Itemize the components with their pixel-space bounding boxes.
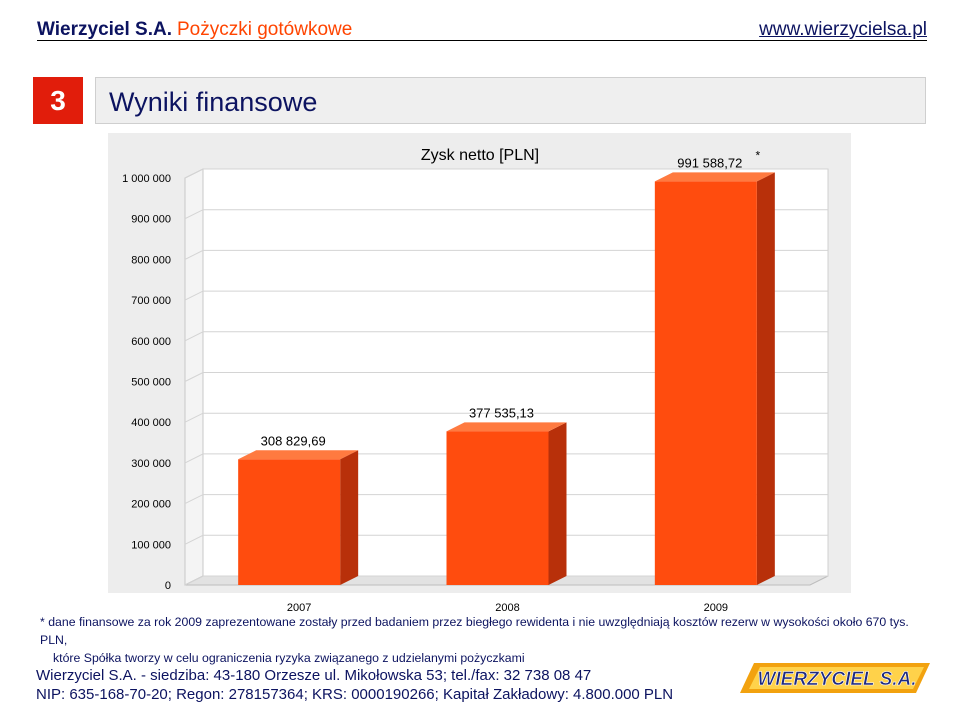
data-label: 991 588,72 (677, 155, 742, 170)
bar-side (548, 422, 567, 585)
y-tick-label: 400 000 (131, 417, 171, 429)
section-title-bar: Wyniki finansowe (95, 77, 926, 124)
bar-side (340, 450, 359, 585)
gridline (184, 453, 828, 464)
bar-side (756, 172, 775, 585)
y-tick-label: 900 000 (131, 214, 171, 226)
bar (238, 459, 341, 585)
bar (446, 431, 549, 585)
gridline (184, 249, 828, 260)
gridline (184, 534, 828, 545)
y-tick-label: 0 (165, 580, 171, 592)
company-logo: WIERZYCIEL S.A. (740, 663, 930, 693)
gridline (184, 494, 828, 505)
footnote-line-2: które Spółka tworzy w celu ograniczenia … (53, 651, 525, 665)
y-tick-label: 500 000 (131, 377, 171, 389)
gridline (184, 331, 828, 342)
data-label: 308 829,69 (261, 433, 326, 448)
y-tick-label: 800 000 (131, 254, 171, 266)
tagline: Pożyczki gotówkowe (177, 19, 353, 40)
section-title: Wyniki finansowe (109, 87, 318, 117)
gridline (184, 412, 828, 423)
bar (654, 181, 757, 585)
footnote: * dane finansowe za rok 2009 zaprezentow… (40, 613, 920, 667)
y-tick-label: 100 000 (131, 539, 171, 551)
chart-title: Zysk netto [PLN] (421, 147, 539, 164)
y-tick-label: 700 000 (131, 295, 171, 307)
brand-name: Wierzyciel S.A. (37, 19, 172, 40)
gridline (184, 290, 828, 301)
y-tick-label: 300 000 (131, 458, 171, 470)
section-number: 3 (33, 77, 83, 124)
bar-top (654, 172, 775, 182)
data-label: 377 535,13 (469, 405, 534, 420)
gridline (184, 575, 828, 586)
footnote-line-1: * dane finansowe za rok 2009 zaprezentow… (40, 615, 909, 647)
x-tick-label: 2007 (287, 602, 311, 614)
footer-address: Wierzyciel S.A. - siedziba: 43-180 Orzes… (36, 667, 592, 684)
y-tick-label: 600 000 (131, 336, 171, 348)
x-tick-label: 2009 (704, 602, 728, 614)
gridline (184, 168, 828, 179)
footer-registration: NIP: 635-168-70-20; Regon: 278157364; KR… (36, 686, 674, 703)
data-label-asterisk: * (755, 148, 760, 162)
gridline (184, 209, 828, 220)
x-tick-label: 2008 (495, 602, 519, 614)
bar-top (238, 450, 359, 460)
y-tick-label: 200 000 (131, 499, 171, 511)
gridline (184, 372, 828, 382)
website-link[interactable]: www.wierzycielsa.pl (759, 19, 927, 40)
logo-text: WIERZYCIEL S.A. (757, 669, 916, 690)
header-bar: Wierzyciel S.A. Pożyczki gotówkowe www.w… (37, 18, 927, 41)
y-tick-label: 1 000 000 (122, 173, 171, 185)
bar-top (446, 422, 567, 432)
